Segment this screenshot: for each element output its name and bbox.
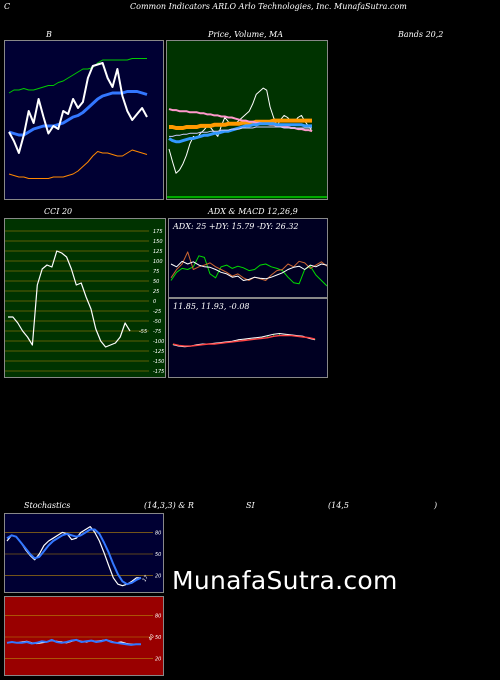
bollinger-series xyxy=(8,58,148,179)
price-ma-series xyxy=(168,87,313,174)
price-ma-chart xyxy=(167,41,327,199)
cci-tick-label-14: -175 xyxy=(153,369,164,375)
stochastics-line-1 xyxy=(6,528,142,586)
cci-panel-title: CCI 20 xyxy=(44,207,73,216)
rsi-series xyxy=(6,638,141,646)
cci-tick-label-10: -75 xyxy=(153,329,161,335)
cci-panel: 175 150 125 100 75 50 25 0 -25 -50 -75 -100 -125 -150… xyxy=(4,218,166,378)
cci-series xyxy=(8,250,131,348)
bollinger-panel xyxy=(4,40,164,200)
cci-tick-label-7: 0 xyxy=(153,299,156,305)
macd-panel: 11.85, 11.93, -0.08 xyxy=(168,298,328,378)
price-line-1 xyxy=(169,118,312,130)
stoch-panel: 80 50 20 17 xyxy=(4,513,164,593)
cci-tick-label-11: -100 xyxy=(153,339,164,345)
header-c: C xyxy=(4,2,11,11)
cci-tick-label-6: 25 xyxy=(153,289,159,295)
rsi-line-1 xyxy=(6,638,141,646)
price-line-2 xyxy=(168,108,313,133)
macd-readout: 11.85, 11.93, -0.08 xyxy=(173,302,250,311)
bb-line-0 xyxy=(8,58,147,94)
macd-line-1 xyxy=(172,334,316,347)
cci-last-label: -55 xyxy=(139,329,147,335)
stoch-chart: 80 50 20 17 xyxy=(5,514,163,592)
header-title: Common Indicators ARLO Arlo Technologies… xyxy=(130,2,407,11)
stoch-series xyxy=(6,526,142,587)
rsi-close-paren: ) xyxy=(434,501,438,510)
price-line-3 xyxy=(168,122,312,144)
price-line-4 xyxy=(169,126,312,137)
cci-tick-label-12: -125 xyxy=(153,349,164,355)
rsi-params-title: (14,5 xyxy=(328,501,349,510)
stochastics-tick-label-1: 50 xyxy=(155,552,161,558)
cci-tick-label-3: 100 xyxy=(153,259,163,265)
rsi-bg xyxy=(5,597,163,675)
rsi-last-label: 40 xyxy=(148,633,156,642)
rsi-panel-title: SI xyxy=(246,501,255,510)
macd-series xyxy=(172,333,316,348)
rsi-grid: 80 50 20 xyxy=(5,613,161,663)
bb-line-1 xyxy=(8,149,148,179)
price-panel-title: Price, Volume, MA xyxy=(208,30,284,39)
cci-line-0 xyxy=(8,250,131,348)
cci-tick-label-1: 150 xyxy=(153,239,163,245)
cci-tick-label-0: 175 xyxy=(153,229,163,235)
rsi-tick-label-0: 80 xyxy=(155,613,161,619)
stoch-params-title: (14,3,3) & R xyxy=(144,501,194,510)
adx-line-2 xyxy=(170,260,327,281)
stoch-last-label: 17 xyxy=(142,574,151,583)
rsi-tick-label-1: 50 xyxy=(155,635,161,641)
adx-chart: ADX: 25 +DY: 15.79 -DY: 26.32 xyxy=(169,219,327,297)
adx-readout: ADX: 25 +DY: 15.79 -DY: 26.32 xyxy=(172,222,299,231)
macd-bg xyxy=(169,299,327,377)
adx-bg xyxy=(169,219,327,297)
stoch-panel-title: Stochastics xyxy=(24,501,71,510)
cci-bg xyxy=(5,219,165,377)
macd-chart: 11.85, 11.93, -0.08 xyxy=(169,299,327,377)
cci-tick-label-4: 75 xyxy=(153,269,159,275)
stochastics-tick-label-0: 80 xyxy=(155,530,161,536)
adx-panel: ADX: 25 +DY: 15.79 -DY: 26.32 xyxy=(168,218,328,298)
cci-tick-label-9: -50 xyxy=(153,319,161,325)
bb-line-3 xyxy=(8,62,148,154)
cci-tick-label-2: 125 xyxy=(153,249,163,255)
cci-tick-label-8: -25 xyxy=(153,309,161,315)
bb-panel-title: B xyxy=(46,30,52,39)
cci-grid: 175 150 125 100 75 50 25 0 -25 -50 -75 -100 -125 -150… xyxy=(5,229,164,375)
adx-line-0 xyxy=(170,255,327,287)
adx-line-1 xyxy=(170,251,327,281)
cci-tick-label-5: 50 xyxy=(153,279,159,285)
rsi-tick-label-2: 20 xyxy=(155,657,161,663)
price-ma-panel xyxy=(166,40,328,200)
cci-chart: 175 150 125 100 75 50 25 0 -25 -50 -75 -100 -125 -150… xyxy=(5,219,165,377)
cci-tick-label-13: -150 xyxy=(153,359,164,365)
bollinger-chart xyxy=(5,41,163,199)
rsi-chart: 80 50 20 40 xyxy=(5,597,163,675)
adx-series xyxy=(170,251,327,287)
rsi-panel: 80 50 20 40 xyxy=(4,596,164,676)
stochastics-tick-label-2: 20 xyxy=(155,574,161,580)
watermark: MunafaSutra.com xyxy=(172,566,398,595)
bollinger-bg xyxy=(5,41,163,199)
bands-panel-title: Bands 20,2 xyxy=(398,30,444,39)
adx-macd-panel-title: ADX & MACD 12,26,9 xyxy=(208,207,298,216)
bb-line-2 xyxy=(8,90,148,137)
